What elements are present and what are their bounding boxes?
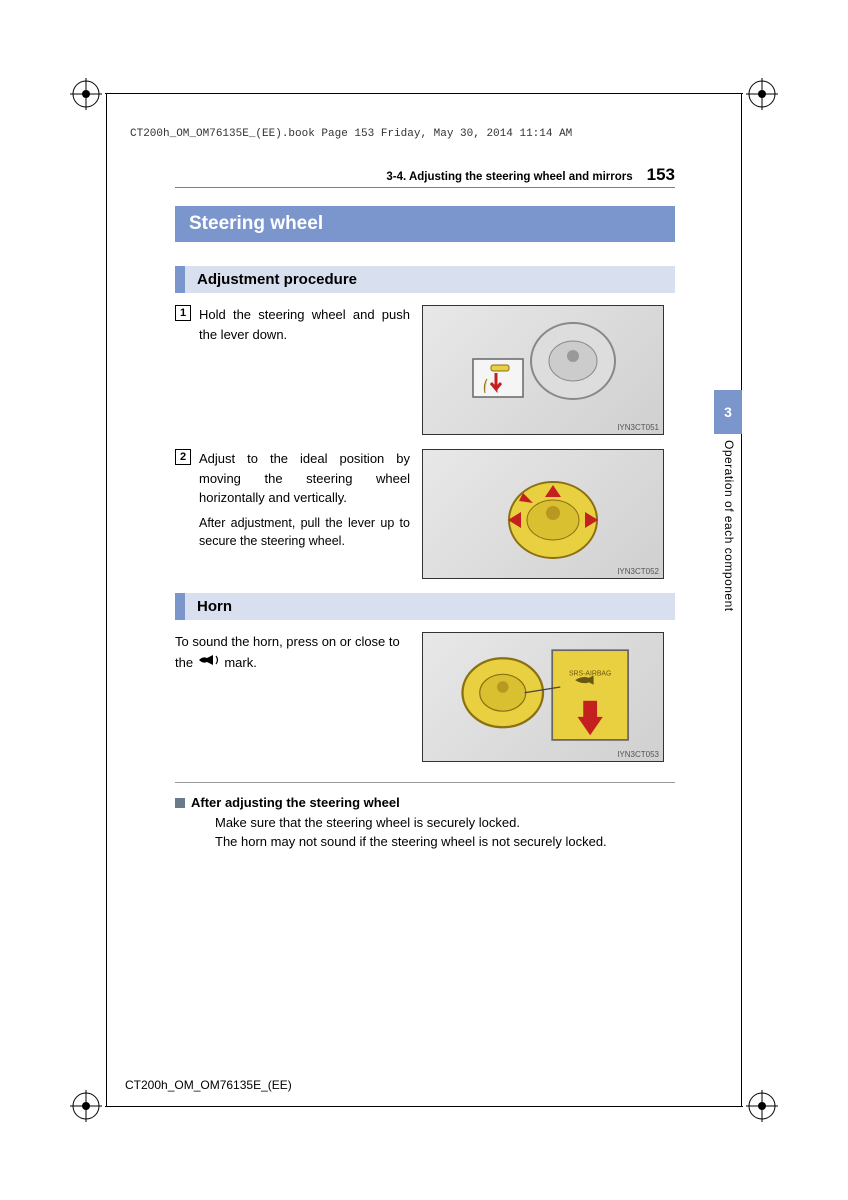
horn-row: To sound the horn, press on or close to … <box>175 632 675 762</box>
accent-bar <box>175 266 185 293</box>
step-text: Adjust to the ideal position by moving t… <box>199 449 410 508</box>
image-id: IYN3CT053 <box>617 750 659 759</box>
note-line: Make sure that the steering wheel is sec… <box>215 814 675 833</box>
step-number: 1 <box>175 305 191 321</box>
step-1: 1 Hold the steering wheel and push the l… <box>175 305 675 435</box>
step-text: Hold the steering wheel and push the lev… <box>199 305 410 435</box>
note-bullet-icon <box>175 798 185 808</box>
airbag-label: SRS-AIRBAG <box>569 671 611 678</box>
crop-line <box>105 93 743 94</box>
illustration-lever-down: IYN3CT051 <box>422 305 664 435</box>
breadcrumb: 3-4. Adjusting the steering wheel and mi… <box>386 171 632 183</box>
subsection-adjustment: Adjustment procedure <box>175 266 675 293</box>
note-line: The horn may not sound if the steering w… <box>215 833 675 852</box>
subsection-horn: Horn <box>175 593 675 620</box>
accent-bar <box>175 593 185 620</box>
note-title: After adjusting the steering wheel <box>191 795 400 810</box>
image-id: IYN3CT052 <box>617 567 659 576</box>
chapter-tab: 3 <box>714 390 742 434</box>
step-2: 2 Adjust to the ideal position by moving… <box>175 449 675 579</box>
image-id: IYN3CT051 <box>617 423 659 432</box>
chapter-label: Operation of each component <box>722 440 736 612</box>
illustration-adjust-position: IYN3CT052 <box>422 449 664 579</box>
crop-line <box>106 94 107 1106</box>
crop-line <box>105 1106 743 1107</box>
illustration-horn: SRS-AIRBAG IYN3CT053 <box>422 632 664 762</box>
subsection-title: Adjustment procedure <box>197 266 357 293</box>
step-subtext: After adjustment, pull the lever up to s… <box>199 514 410 552</box>
horn-text-after: mark. <box>224 655 257 670</box>
crop-line <box>741 94 742 1106</box>
page-header: 3-4. Adjusting the steering wheel and mi… <box>175 165 675 188</box>
crop-mark-tl <box>70 78 102 110</box>
page-number: 153 <box>647 165 675 185</box>
footer-code: CT200h_OM_OM76135E_(EE) <box>125 1078 292 1092</box>
crop-mark-tr <box>746 78 778 110</box>
page-title: Steering wheel <box>175 206 675 242</box>
file-header: CT200h_OM_OM76135E_(EE).book Page 153 Fr… <box>130 128 572 140</box>
step-number: 2 <box>175 449 191 465</box>
horn-text: To sound the horn, press on or close to … <box>175 632 410 762</box>
crop-mark-br <box>746 1090 778 1122</box>
note-section: After adjusting the steering wheel Make … <box>175 782 675 852</box>
horn-icon <box>197 653 221 674</box>
subsection-title: Horn <box>197 593 232 620</box>
crop-mark-bl <box>70 1090 102 1122</box>
